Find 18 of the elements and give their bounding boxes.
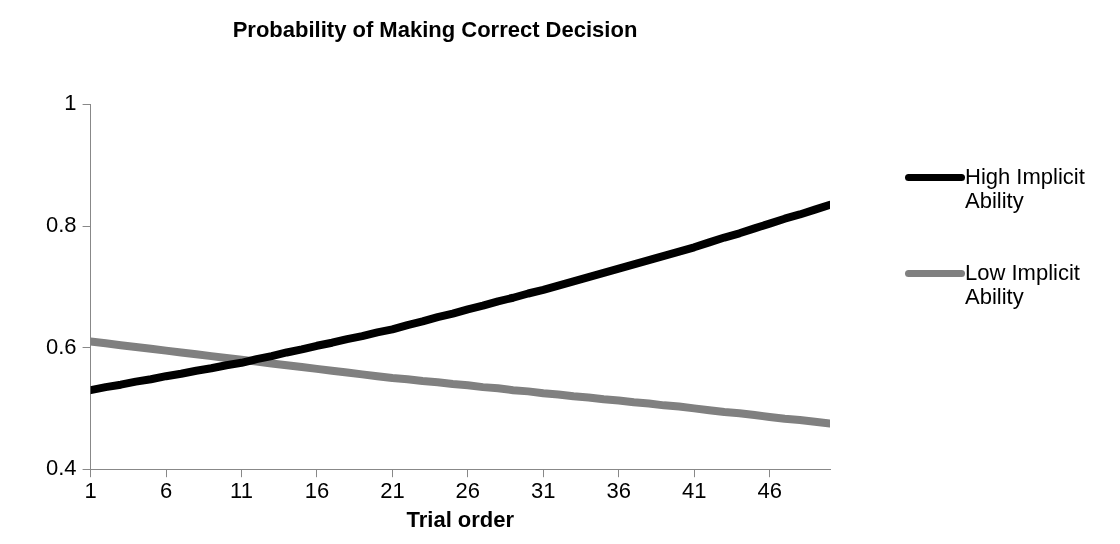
x-tick-label: 31 <box>531 478 556 504</box>
y-tick-label: 0.6 <box>45 333 77 359</box>
y-tick-label: 1 <box>64 90 77 116</box>
x-tick-label: 26 <box>455 478 481 504</box>
x-tick-label: 41 <box>681 478 707 504</box>
y-tick-label: 0.8 <box>45 212 77 238</box>
legend-label: High Implicit Ability <box>965 164 1086 213</box>
x-tick-label: 21 <box>380 478 405 504</box>
chart-title: Probability of Making Correct Decision <box>232 17 638 43</box>
y-tick-label: 0.4 <box>45 455 77 481</box>
x-tick-label: 16 <box>304 478 330 504</box>
x-tick-label: 1 <box>84 478 97 504</box>
legend-label: Low Implicit Ability <box>965 260 1081 309</box>
x-tick-label: 6 <box>159 478 173 504</box>
x-tick-label: 36 <box>606 478 631 504</box>
x-tick-label: 11 <box>230 478 253 504</box>
x-axis-title: Trial order <box>406 506 515 532</box>
x-tick-label: 46 <box>757 478 782 504</box>
